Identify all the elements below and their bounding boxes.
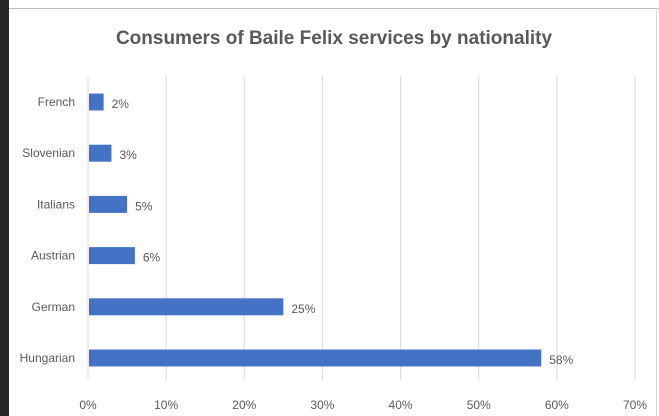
data-label: 2% xyxy=(112,97,130,111)
bar xyxy=(89,298,284,316)
data-label: 25% xyxy=(291,302,315,316)
category-label: Italians xyxy=(37,197,75,211)
bar xyxy=(89,195,128,213)
x-tick-label: 40% xyxy=(389,398,413,412)
chart-title: Consumers of Baile Felix services by nat… xyxy=(115,28,553,49)
x-tick-label: 20% xyxy=(232,398,256,412)
category-label: French xyxy=(38,95,75,109)
category-label: Austrian xyxy=(31,249,75,263)
top-border xyxy=(9,8,659,9)
bar xyxy=(89,144,112,162)
data-label: 5% xyxy=(135,199,153,213)
category-label: Hungarian xyxy=(20,351,75,365)
category-label: Slovenian xyxy=(22,146,75,160)
x-tick-label: 0% xyxy=(79,398,97,412)
bar xyxy=(89,349,542,367)
right-border xyxy=(656,8,657,416)
bar xyxy=(89,247,135,265)
x-tick-label: 70% xyxy=(623,398,647,412)
x-tick-label: 60% xyxy=(545,398,569,412)
category-label: German xyxy=(32,300,75,314)
x-tick-label: 50% xyxy=(467,398,491,412)
data-label: 6% xyxy=(143,251,161,265)
x-tick-label: 30% xyxy=(310,398,334,412)
data-label: 58% xyxy=(549,353,573,367)
x-tick-label: 10% xyxy=(154,398,178,412)
bar xyxy=(89,93,104,111)
data-label: 3% xyxy=(119,148,137,162)
window-edge xyxy=(0,0,9,416)
